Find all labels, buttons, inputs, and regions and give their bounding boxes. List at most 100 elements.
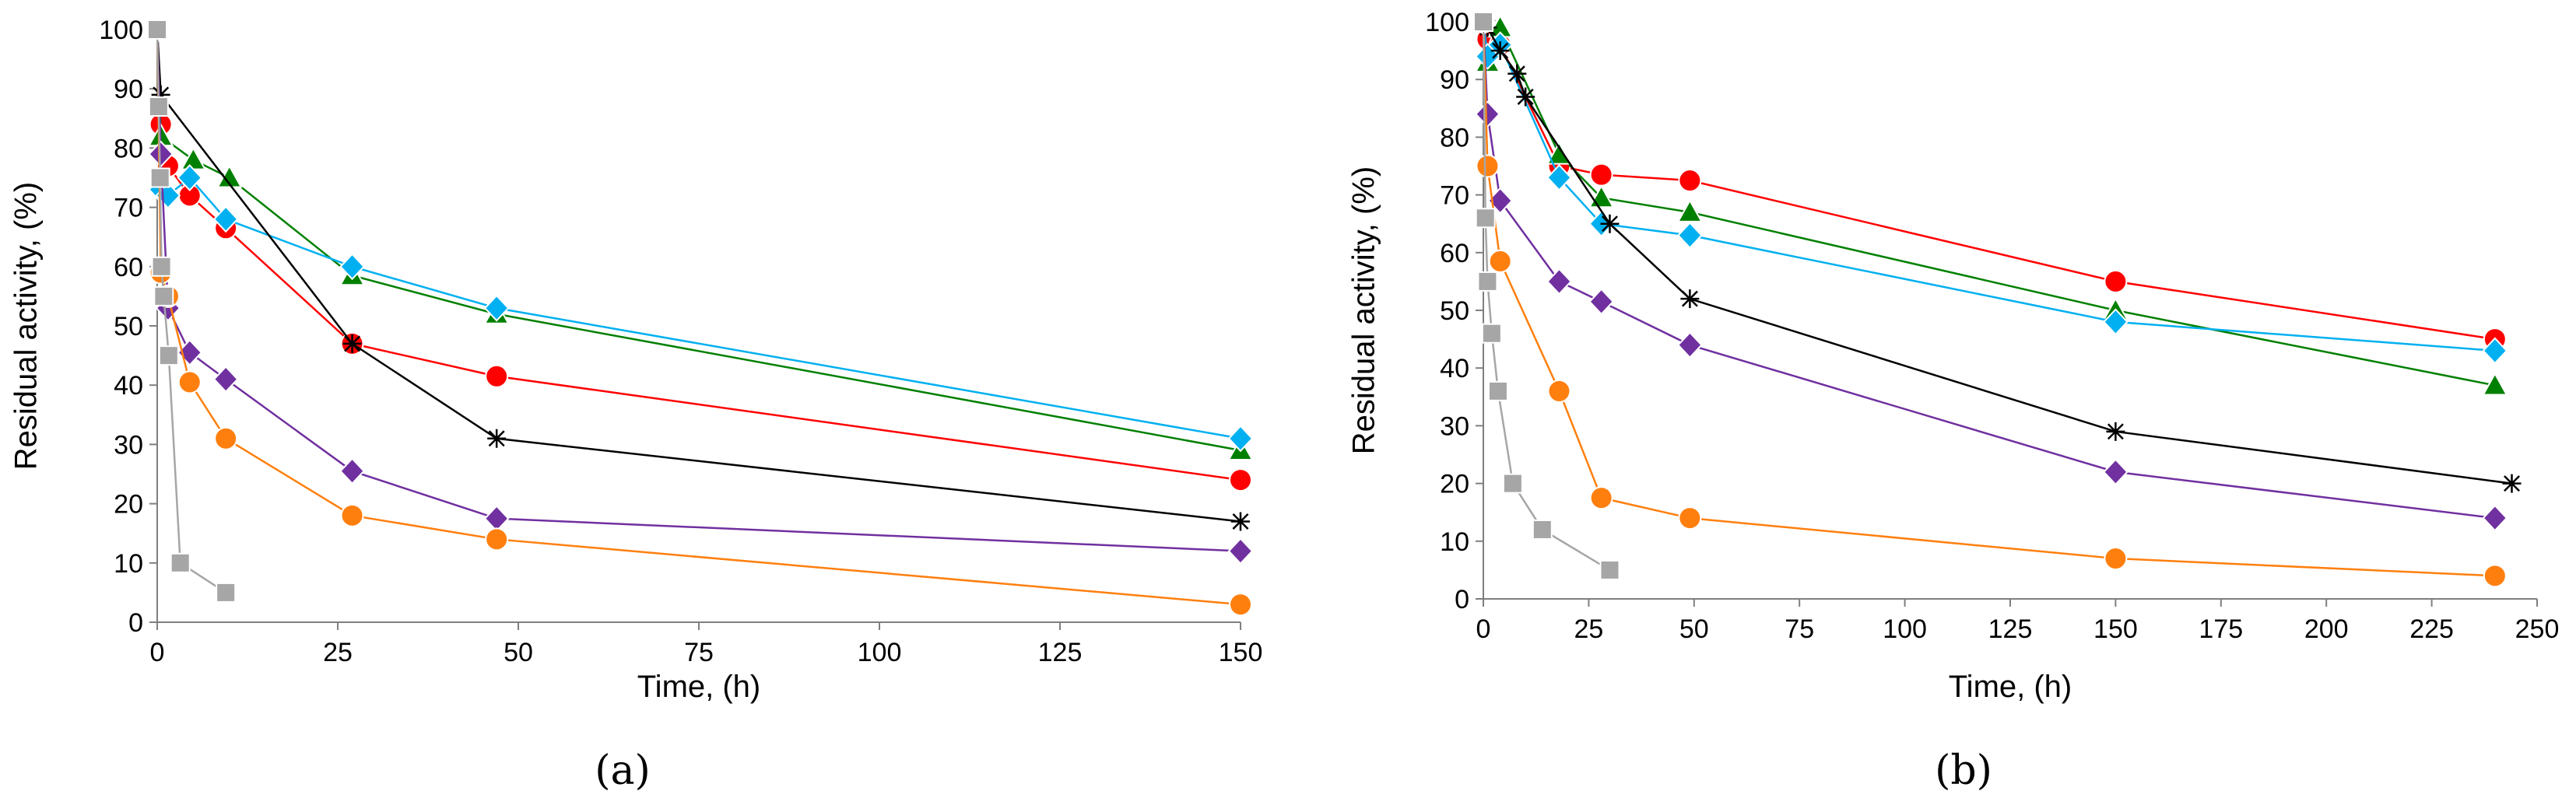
series-green xyxy=(144,16,1254,461)
series-cyan xyxy=(144,16,1254,453)
y-tick-label: 60 xyxy=(114,253,143,282)
data-point-purple xyxy=(1677,331,1703,359)
x-tick-label: 0 xyxy=(150,638,165,667)
series-line-orange xyxy=(156,29,1241,606)
data-point-black xyxy=(1600,214,1620,233)
data-point-purple xyxy=(339,457,365,485)
data-point-gray xyxy=(151,256,172,277)
series-line-cyan xyxy=(156,29,1241,440)
data-point-red xyxy=(1678,169,1702,193)
y-tick-label: 80 xyxy=(114,134,143,163)
y-tick-label: 10 xyxy=(114,549,143,579)
series-gray xyxy=(147,19,237,603)
data-point-orange xyxy=(1488,249,1512,273)
data-point-orange xyxy=(1547,379,1571,403)
data-point-orange xyxy=(485,527,509,551)
y-tick-label: 100 xyxy=(1425,8,1469,37)
x-axis-label: Time, (h) xyxy=(1949,670,2072,704)
x-tick-label: 175 xyxy=(2199,614,2243,644)
data-point-gray xyxy=(1475,208,1496,229)
data-point-orange xyxy=(1678,506,1702,530)
data-point-gray xyxy=(1599,559,1620,580)
series-orange xyxy=(146,18,1252,617)
data-point-cyan xyxy=(1546,163,1572,191)
x-tick-label: 200 xyxy=(2304,614,2349,644)
data-point-green xyxy=(180,146,207,170)
data-point-cyan xyxy=(212,205,239,233)
x-tick-label: 50 xyxy=(1679,614,1709,644)
data-point-cyan xyxy=(1677,222,1703,250)
y-tick-label: 0 xyxy=(1455,585,1469,614)
data-point-black xyxy=(2106,422,2125,441)
data-point-purple xyxy=(1227,537,1254,565)
y-tick-label: 40 xyxy=(1440,354,1469,383)
data-point-green xyxy=(2482,372,2508,396)
data-point-orange xyxy=(214,426,238,450)
y-axis-label: Residual activity, (%) xyxy=(9,182,44,470)
data-point-red xyxy=(1229,468,1252,492)
series-red xyxy=(1472,10,2507,352)
y-tick-label: 80 xyxy=(1440,123,1469,152)
data-point-cyan xyxy=(2103,308,2129,336)
data-point-red xyxy=(485,364,509,388)
y-tick-label: 60 xyxy=(1440,239,1469,268)
x-tick-label: 75 xyxy=(684,638,714,667)
x-tick-label: 25 xyxy=(323,638,353,667)
data-point-gray xyxy=(1532,519,1553,540)
data-point-black xyxy=(1490,41,1510,61)
series-black xyxy=(1474,12,2522,493)
series-line-orange xyxy=(1482,21,2495,577)
data-point-purple xyxy=(2482,504,2508,532)
y-tick-label: 20 xyxy=(114,490,143,520)
data-point-purple xyxy=(1588,288,1615,316)
y-tick-label: 70 xyxy=(1440,181,1469,211)
data-point-cyan xyxy=(1227,425,1254,453)
data-point-orange xyxy=(340,503,364,527)
series-gray xyxy=(1473,12,1620,580)
series-line-cyan xyxy=(1482,21,2495,352)
data-point-black xyxy=(151,85,170,104)
y-tick-label: 30 xyxy=(1440,411,1469,441)
y-axis-label: Residual activity, (%) xyxy=(1347,166,1381,454)
series-green xyxy=(1470,8,2508,396)
x-tick-label: 100 xyxy=(858,638,902,667)
y-tick-label: 70 xyxy=(114,194,143,223)
series-line-purple xyxy=(156,29,1241,552)
series-line-gray xyxy=(156,29,226,593)
data-point-orange xyxy=(1476,154,1500,178)
data-point-gray xyxy=(1477,271,1498,292)
data-point-black xyxy=(1507,64,1527,83)
x-tick-label: 150 xyxy=(2093,614,2138,644)
data-point-cyan xyxy=(2482,337,2508,365)
y-tick-label: 90 xyxy=(114,75,143,104)
data-point-cyan xyxy=(483,294,510,322)
data-point-purple xyxy=(2103,458,2129,486)
panel-label: (b) xyxy=(1935,747,1992,794)
panel-label: (a) xyxy=(595,747,651,794)
y-tick-label: 100 xyxy=(99,16,143,45)
y-tick-label: 40 xyxy=(114,371,143,401)
data-point-black xyxy=(1516,87,1535,107)
data-point-red xyxy=(1589,163,1613,187)
data-point-purple xyxy=(483,505,510,533)
y-tick-label: 10 xyxy=(1440,527,1469,557)
series-black xyxy=(148,20,1250,531)
data-point-black xyxy=(2502,474,2522,493)
x-tick-label: 25 xyxy=(1574,614,1603,644)
series-line-red xyxy=(1482,21,2496,341)
data-point-black xyxy=(487,429,507,448)
y-tick-label: 0 xyxy=(128,608,143,638)
data-point-gray xyxy=(1473,12,1493,32)
x-tick-label: 125 xyxy=(1038,638,1083,667)
data-point-purple xyxy=(1475,100,1500,128)
data-point-gray xyxy=(170,552,191,573)
data-point-orange xyxy=(1589,486,1613,510)
data-point-orange xyxy=(2104,547,2128,571)
series-purple xyxy=(1470,8,2508,532)
x-tick-label: 250 xyxy=(2515,614,2560,644)
data-point-black xyxy=(1231,512,1250,531)
y-tick-label: 50 xyxy=(1440,296,1469,326)
x-tick-label: 225 xyxy=(2409,614,2454,644)
data-point-green xyxy=(1546,141,1573,165)
